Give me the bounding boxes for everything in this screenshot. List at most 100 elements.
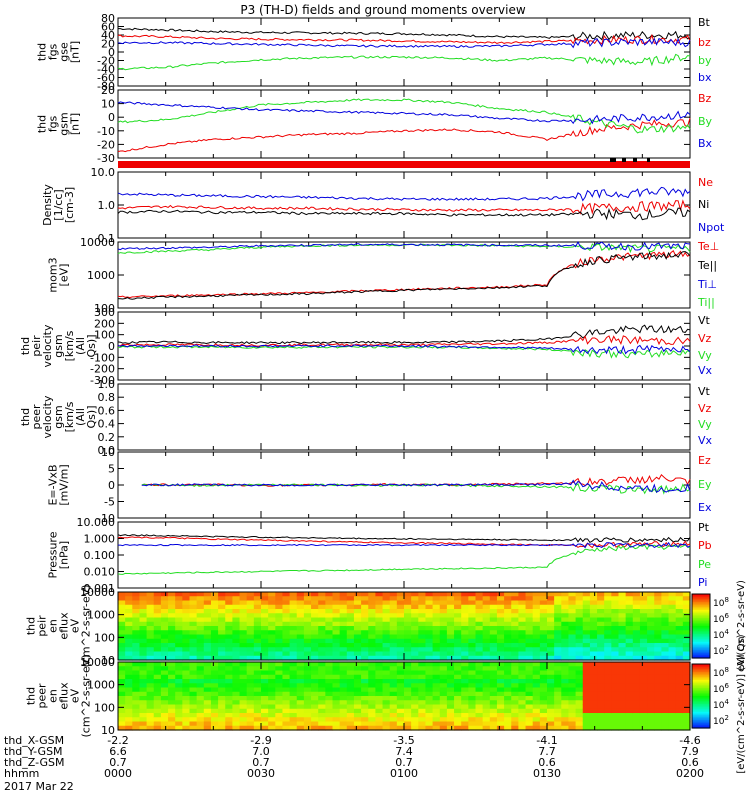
spectrogram-cell xyxy=(639,713,648,718)
spectrogram-cell xyxy=(196,721,205,727)
spectrogram-cell xyxy=(568,617,577,623)
spectrogram-cell xyxy=(647,708,655,714)
spectrogram-cell xyxy=(182,700,191,706)
spectrogram-cell xyxy=(611,679,620,684)
spectrogram-cell xyxy=(246,630,255,636)
spectrogram-cell xyxy=(561,708,570,714)
spectrogram-cell xyxy=(339,725,348,731)
spectrogram-cell xyxy=(332,696,341,701)
spectrogram-cell xyxy=(547,700,555,706)
spectrogram-cell xyxy=(296,600,305,606)
spectrogram-cell xyxy=(482,717,491,723)
legend-entry-Bt: Bt xyxy=(698,16,711,29)
spectrogram-cell xyxy=(339,609,348,614)
spectrogram-cell xyxy=(489,696,498,701)
spectrogram-cell xyxy=(446,670,455,676)
spectrogram-cell xyxy=(175,662,183,667)
spectrogram-cell xyxy=(682,683,691,689)
spectrogram-cell xyxy=(504,604,512,610)
spectrogram-cell xyxy=(582,621,591,627)
spectrogram-cell xyxy=(132,717,141,723)
spectrogram-cell xyxy=(132,670,141,676)
spectrogram-cell xyxy=(303,604,312,610)
spectrogram-cell xyxy=(132,679,141,684)
spectrogram-cell xyxy=(661,626,670,631)
footer-row-value: -2.2 xyxy=(107,734,128,747)
spectrogram-cell xyxy=(597,634,605,640)
spectrogram-cell xyxy=(597,651,605,657)
spectrogram-cell xyxy=(153,596,162,602)
spectrogram-cell xyxy=(625,674,634,680)
spectrogram-cell xyxy=(210,643,219,648)
spectrogram-cell xyxy=(246,626,255,631)
spectrogram-cell xyxy=(339,604,348,610)
spectrogram-cell xyxy=(525,592,534,597)
series-By xyxy=(117,98,691,134)
colorbar-step xyxy=(692,684,710,687)
y-tick-label: 10000 xyxy=(80,656,115,669)
spectrogram-cell xyxy=(446,617,455,623)
spectrogram-cell xyxy=(439,662,448,667)
spectrogram-cell xyxy=(618,679,627,684)
spectrogram-cell xyxy=(189,687,198,693)
spectrogram-cell xyxy=(239,592,248,597)
spectrogram-cell xyxy=(547,674,555,680)
spectrogram-cell xyxy=(468,626,477,631)
spectrogram-cell xyxy=(246,655,255,661)
spectrogram-cell xyxy=(368,655,376,661)
spectrogram-cell xyxy=(432,691,441,697)
spectrogram-cell xyxy=(518,638,527,644)
spectrogram-cell xyxy=(604,691,612,697)
spectrogram-cell xyxy=(146,630,155,636)
spectrogram-cell xyxy=(604,651,612,657)
spectrogram-cell xyxy=(647,592,655,597)
spectrogram-cell xyxy=(597,604,605,610)
spectrogram-cell xyxy=(382,609,391,614)
spectrogram-cell xyxy=(368,596,376,602)
spectrogram-cell xyxy=(589,647,598,653)
spectrogram-cell xyxy=(210,666,219,672)
spectrogram-cell xyxy=(489,630,498,636)
spectrogram-cell xyxy=(118,626,126,631)
spectrogram-cell xyxy=(446,700,455,706)
spectrogram-cell xyxy=(311,643,319,648)
spectrogram-cell xyxy=(625,662,634,667)
spectrogram-cell xyxy=(489,674,498,680)
spectrogram-cell xyxy=(482,630,491,636)
spectrogram-cell xyxy=(475,592,484,597)
spectrogram-cell xyxy=(346,679,355,684)
spectrogram-cell xyxy=(518,592,527,597)
legend-entry-Vy: Vy xyxy=(698,418,712,431)
spectrogram-cell xyxy=(353,683,362,689)
spectrogram-cell xyxy=(454,647,462,653)
spectrogram-cell xyxy=(411,638,419,644)
spectrogram-cell xyxy=(139,713,148,718)
spectrogram-cell xyxy=(489,643,498,648)
spectrogram-cell xyxy=(353,647,362,653)
spectrogram-cell xyxy=(454,662,462,667)
spectrogram-cell xyxy=(146,721,155,727)
spectrogram-cell xyxy=(511,704,519,710)
spectrogram-cell xyxy=(611,626,620,631)
spectrogram-cell xyxy=(239,700,248,706)
spectrogram-cell xyxy=(647,691,655,697)
spectrogram-cell xyxy=(589,617,598,623)
spectrogram-cell xyxy=(353,630,362,636)
spectrogram-cell xyxy=(232,651,241,657)
spectrogram-cell xyxy=(210,647,219,653)
spectrogram-cell xyxy=(232,604,241,610)
spectrogram-cell xyxy=(475,604,484,610)
panel-frame xyxy=(117,521,691,589)
spectrogram-cell xyxy=(539,609,548,614)
y-axis-label-line: mom3 xyxy=(47,257,60,292)
spectrogram-cell xyxy=(604,621,612,627)
spectrogram-cell xyxy=(597,630,605,636)
spectrogram-cell xyxy=(153,725,162,731)
spectrogram-cell xyxy=(318,604,326,610)
spectrogram-cell xyxy=(168,691,176,697)
spectrogram-cell xyxy=(675,643,684,648)
spectrogram-cell xyxy=(461,670,469,676)
spectrogram-cell xyxy=(125,679,133,684)
spectrogram-cell xyxy=(675,662,684,667)
spectrogram-cell xyxy=(353,655,362,661)
